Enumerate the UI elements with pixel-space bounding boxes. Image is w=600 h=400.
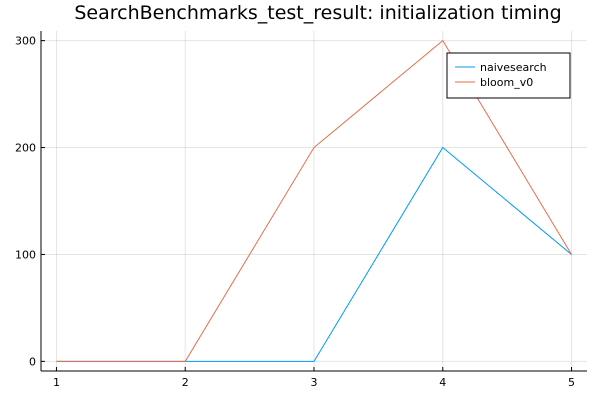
- x-tick-label: 1: [53, 376, 60, 389]
- y-tick-label: 0: [29, 355, 36, 368]
- y-tick-label: 300: [15, 35, 36, 48]
- legend-label-naivesearch: naivesearch: [480, 61, 547, 74]
- legend-label-bloom_v0: bloom_v0: [480, 76, 533, 89]
- x-tick-label: 3: [311, 376, 318, 389]
- chart-title: SearchBenchmarks_test_result: initializa…: [74, 2, 561, 24]
- axes: [40, 31, 587, 372]
- legend-box: [446, 52, 571, 99]
- series-line-bloom_v0: [56, 39, 572, 362]
- tick-labels: 1 2 3 4 5 0 100 200 300: [15, 35, 575, 389]
- y-tick-label: 200: [15, 142, 36, 155]
- x-tick-label: 4: [439, 376, 446, 389]
- series-lines: [56, 39, 572, 362]
- x-tick-label: 2: [182, 376, 189, 389]
- x-tick-label: 5: [568, 376, 575, 389]
- legend: naivesearch bloom_v0: [446, 52, 571, 99]
- y-tick-label: 100: [15, 248, 36, 261]
